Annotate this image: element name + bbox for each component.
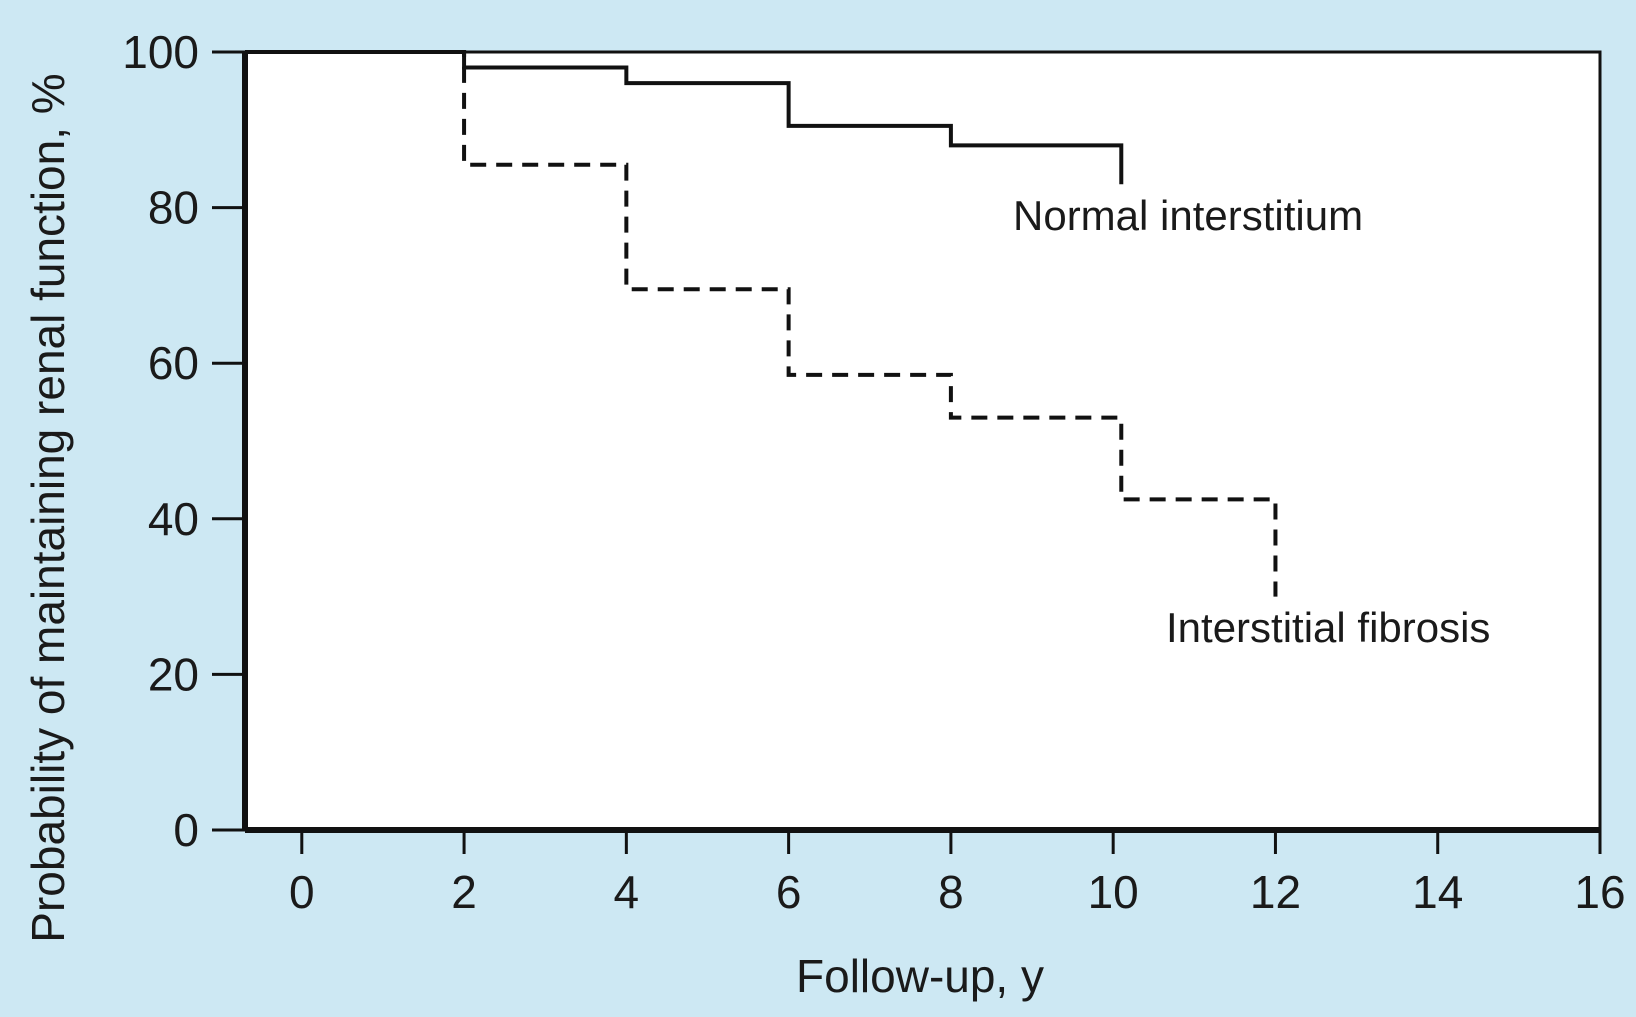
x-tick-label: 12: [1250, 866, 1301, 918]
y-tick-label: 40: [148, 493, 199, 545]
y-tick-label: 20: [148, 648, 199, 700]
x-tick-label: 14: [1412, 866, 1463, 918]
series-line-normal-interstitium: [245, 50, 1124, 185]
x-tick-label: 2: [451, 866, 477, 918]
x-axis-ticks: 0 2 4 6 8 10 12 14 16: [289, 830, 1626, 918]
y-tick-label: 100: [122, 26, 199, 78]
y-tick-label: 60: [148, 337, 199, 389]
plot-area: [245, 52, 1600, 830]
series-label-interstitial-fibrosis: Interstitial fibrosis: [1166, 604, 1490, 651]
series-label-normal-interstitium: Normal interstitium: [1013, 192, 1363, 239]
y-tick-label: 80: [148, 182, 199, 234]
series-layer: [245, 50, 1278, 597]
x-tick-label: 4: [614, 866, 640, 918]
y-axis-ticks: 0 20 40 60 80 100: [122, 26, 245, 856]
y-axis-title: Probability of maintaining renal functio…: [22, 73, 74, 942]
series-line-interstitial-fibrosis: [245, 50, 1278, 597]
x-tick-label: 0: [289, 866, 315, 918]
y-tick-label: 0: [173, 804, 199, 856]
x-tick-label: 6: [776, 866, 802, 918]
x-tick-label: 10: [1088, 866, 1139, 918]
x-tick-label: 8: [938, 866, 964, 918]
x-axis-title: Follow-up, y: [796, 950, 1044, 1002]
x-tick-label: 16: [1574, 866, 1625, 918]
